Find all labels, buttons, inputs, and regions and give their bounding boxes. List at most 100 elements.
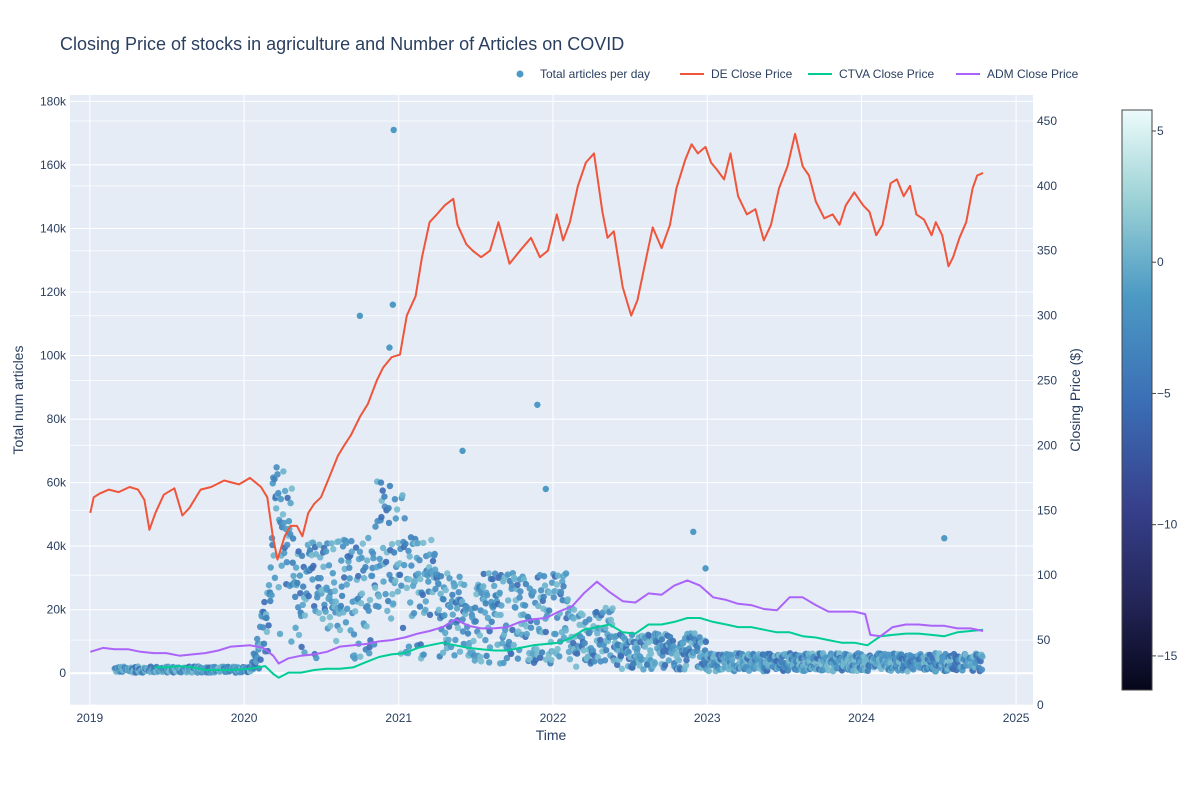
scatter-point [614, 661, 621, 668]
scatter-point [301, 649, 308, 656]
scatter-point [389, 591, 396, 598]
legend-item[interactable]: Total articles per day [516, 67, 651, 81]
scatter-point [435, 580, 442, 588]
scatter-point [322, 608, 329, 615]
scatter-point [298, 552, 306, 559]
scatter-point [369, 550, 377, 557]
scatter-point [327, 622, 334, 629]
scatter-point [375, 593, 383, 600]
colorbar-gradient [1121, 109, 1153, 691]
scatter-point [380, 578, 387, 585]
y-right-tick-label: 250 [1037, 374, 1057, 388]
scatter-point [478, 589, 485, 597]
y-right-tick-label: 350 [1037, 244, 1057, 258]
scatter-point [670, 643, 677, 650]
scatter-point [281, 487, 289, 495]
y-left-tick-label: 100k [40, 349, 67, 363]
colorbar-tick-label: −10 [1157, 518, 1178, 532]
scatter-point [320, 563, 327, 570]
scatter-point [359, 540, 366, 547]
scatter-point [483, 591, 491, 599]
scatter-point [514, 581, 521, 589]
scatter-point [385, 519, 393, 527]
scatter-point [407, 599, 414, 606]
legend: Total articles per day DE Close Price CTVA… [516, 67, 1079, 81]
scatter-point [343, 539, 350, 547]
scatter-point [344, 605, 351, 612]
scatter-point [512, 604, 519, 611]
legend-item[interactable]: ADM Close Price [956, 67, 1079, 81]
scatter-point [464, 630, 472, 637]
scatter-point [483, 652, 490, 660]
legend-label: DE Close Price [711, 67, 793, 81]
scatter-point [440, 596, 447, 603]
scatter-point [535, 602, 542, 610]
scatter-point [332, 598, 339, 605]
scatter-point [581, 640, 588, 647]
scatter-point [389, 301, 397, 308]
legend-item[interactable]: DE Close Price [680, 67, 793, 81]
scatter-point [658, 636, 666, 643]
series-line-ctva [154, 617, 984, 679]
scatter-point [392, 515, 399, 522]
scatter-point [284, 494, 291, 502]
y-right-tick-label: 300 [1037, 309, 1057, 323]
scatter-point [419, 591, 426, 599]
scatter-point [594, 630, 601, 637]
scatter-point [540, 573, 548, 580]
scatter-point [523, 630, 530, 638]
scatter-point [554, 645, 561, 653]
scatter-point [454, 624, 462, 631]
scatter-point [417, 575, 424, 583]
scatter-point [461, 581, 468, 589]
scatter-point [609, 605, 616, 612]
scatter-point [393, 506, 401, 513]
y-right-tick-label: 100 [1037, 568, 1057, 582]
scatter-point [489, 576, 496, 583]
scatter-point [338, 557, 345, 564]
scatter-point [480, 583, 487, 590]
scatter-point [836, 650, 843, 657]
scatter-point [357, 600, 365, 607]
scatter-point [437, 573, 445, 580]
scatter-point [346, 564, 353, 571]
scatter-point [451, 652, 458, 659]
x-tick-label: 2025 [1003, 711, 1030, 725]
scatter-point [570, 639, 577, 647]
scatter-point [442, 629, 449, 636]
scatter-point [456, 648, 464, 655]
scatter-point [455, 589, 462, 596]
scatter-point [456, 573, 463, 580]
scatter-point [425, 578, 432, 585]
y-left-tick-label: 20k [47, 603, 67, 617]
scatter-point [477, 658, 485, 665]
scatter-point [508, 582, 516, 589]
scatter-point [904, 668, 911, 675]
scatter-point [278, 562, 285, 569]
scatter-point [270, 552, 277, 559]
scatter-point [422, 598, 429, 605]
scatter-point [384, 607, 391, 615]
x-tick-label: 2020 [231, 711, 258, 725]
scatter-point [660, 648, 667, 655]
scatter-point [554, 572, 562, 579]
scatter-point [540, 593, 547, 600]
scatter-point [348, 537, 355, 545]
legend-item[interactable]: CTVA Close Price [808, 67, 934, 81]
scatter-point [343, 581, 350, 588]
plot-area [70, 95, 1033, 705]
y-right-tick-label: 400 [1037, 179, 1057, 193]
scatter-point [401, 515, 408, 522]
scatter-point [338, 592, 346, 600]
scatter-point [542, 628, 549, 636]
y-right-tick-label: 450 [1037, 114, 1057, 128]
scatter-point [280, 468, 287, 475]
scatter-point [441, 612, 448, 619]
scatter-point [694, 644, 701, 651]
scatter-point [485, 570, 492, 577]
scatter-point [426, 611, 434, 618]
scatter-point [402, 540, 409, 548]
scatter-point [337, 602, 345, 610]
scatter-point [651, 660, 658, 667]
